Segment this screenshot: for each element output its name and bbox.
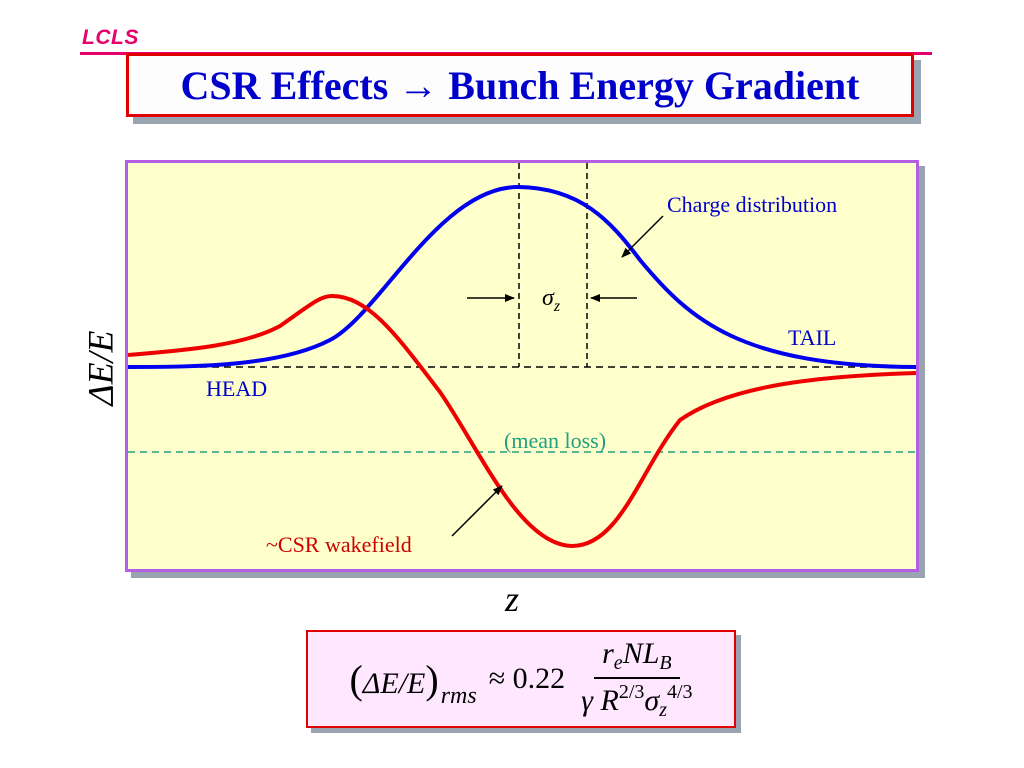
title-right: Bunch Energy Gradient [448, 62, 860, 108]
den-sigma-sub: z [659, 698, 667, 721]
den-gamma: γ [581, 683, 593, 717]
num-rest-sub: B [659, 651, 672, 674]
mean-loss-label: (mean loss) [504, 428, 606, 453]
plot-frame [125, 160, 919, 572]
csr-wakefield-curve [127, 293, 917, 549]
formula-numerator: reNLB [594, 637, 680, 679]
den-R-sup: 2/3 [618, 680, 645, 703]
num-r: r [602, 636, 614, 670]
x-axis-label: z [505, 579, 520, 619]
y-axis-label-container: ΔE/E [76, 322, 126, 414]
formula-paren-open: ( [349, 656, 363, 702]
den-sigma: σ [644, 683, 660, 717]
rms-energy-spread-formula: ( ΔE/E ) rms ≈ 0.22 reNLB γ R2/3σz4/3 [306, 630, 736, 728]
sigma-symbol: σ [542, 285, 555, 311]
head-label: HEAD [206, 376, 267, 401]
den-sigma-sup: 4/3 [666, 680, 693, 703]
sigma-z-label: σz [542, 285, 561, 315]
formula-rms-subscript: rms [440, 682, 477, 709]
lcls-logo: LCLS [82, 26, 139, 49]
formula-fraction: reNLB γ R2/3σz4/3 [581, 637, 692, 722]
formula-paren-close: ) [425, 656, 439, 702]
formula-relation: ≈ 0.22 [488, 662, 566, 695]
num-r-sub: e [613, 651, 623, 674]
formula-lhs-body: ΔE/E [362, 666, 426, 700]
title-left: CSR Effects [180, 62, 389, 108]
title-arrow-icon: → [398, 62, 439, 108]
charge-distribution-curve [127, 184, 917, 369]
y-axis-label: ΔE/E [81, 330, 121, 406]
formula-lhs: ( ΔE/E ) rms [349, 656, 476, 709]
den-R: R [600, 683, 619, 717]
wakefield-callout-arrow [451, 485, 503, 537]
slide-title: CSR Effects → Bunch Energy Gradient [181, 62, 860, 109]
tail-label: TAIL [788, 325, 836, 350]
csr-wakefield-label: ~CSR wakefield [266, 532, 412, 557]
charge-callout-arrow [621, 215, 664, 258]
num-rest: NL [622, 636, 660, 670]
charge-distribution-label: Charge distribution [667, 192, 837, 217]
sigma-subscript: z [553, 298, 561, 315]
title-box: CSR Effects → Bunch Energy Gradient [126, 53, 914, 117]
formula-denominator: γ R2/3σz4/3 [581, 679, 692, 722]
